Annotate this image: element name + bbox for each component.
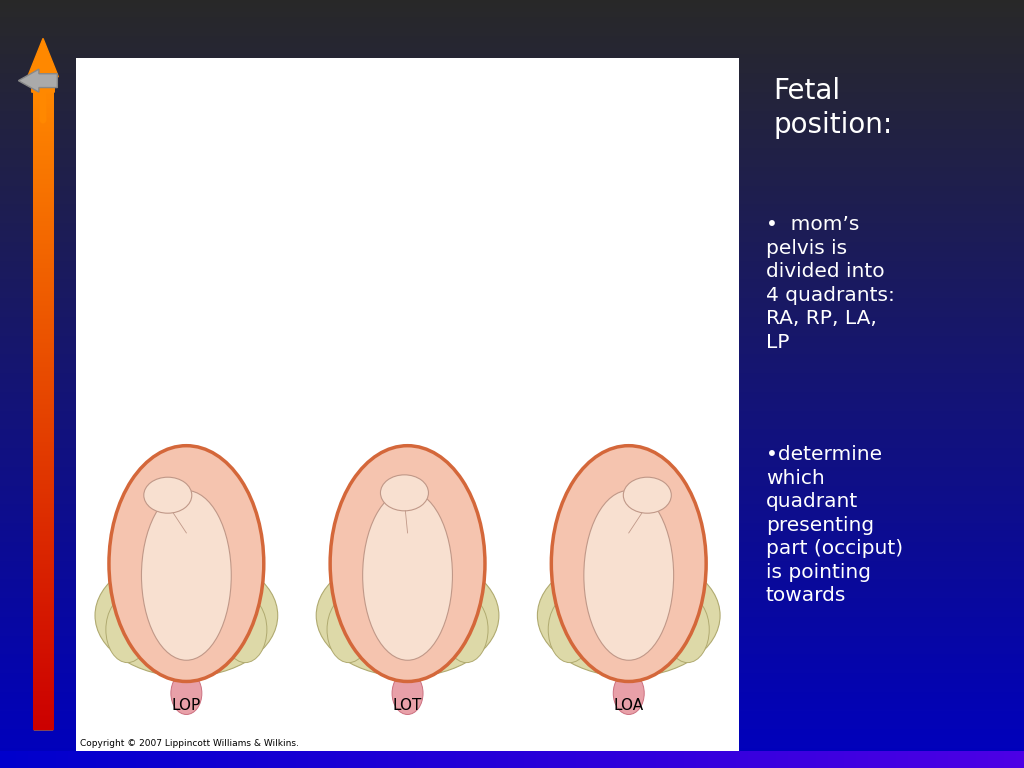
Ellipse shape — [392, 672, 423, 714]
Text: •  mom’s
pelvis is
divided into
4 quadrants:
RA, RP, LA,
LP: • mom’s pelvis is divided into 4 quadran… — [766, 215, 895, 352]
Ellipse shape — [666, 597, 710, 663]
Text: •determine
which
quadrant
presenting
part (occiput)
is pointing
towards: •determine which quadrant presenting par… — [766, 445, 903, 605]
Ellipse shape — [109, 445, 264, 681]
Ellipse shape — [141, 491, 231, 660]
FancyArrow shape — [28, 38, 58, 92]
Ellipse shape — [105, 597, 150, 663]
Ellipse shape — [613, 672, 644, 714]
Ellipse shape — [362, 491, 453, 660]
Ellipse shape — [548, 597, 592, 663]
FancyArrow shape — [18, 69, 57, 92]
Text: Copyright © 2007 Lippincott Williams & Wilkins.: Copyright © 2007 Lippincott Williams & W… — [80, 739, 299, 748]
Text: LOP: LOP — [172, 698, 201, 713]
Ellipse shape — [316, 554, 499, 677]
Ellipse shape — [223, 597, 267, 663]
Ellipse shape — [584, 491, 674, 660]
Text: LOT: LOT — [393, 698, 422, 713]
Ellipse shape — [551, 445, 707, 681]
Ellipse shape — [330, 445, 485, 681]
Ellipse shape — [171, 672, 202, 714]
Ellipse shape — [444, 597, 488, 663]
Circle shape — [381, 475, 428, 511]
Circle shape — [143, 477, 191, 513]
Circle shape — [624, 477, 672, 513]
Ellipse shape — [95, 554, 278, 677]
Ellipse shape — [538, 554, 720, 677]
Text: LOA: LOA — [613, 698, 644, 713]
Text: Fetal
position:: Fetal position: — [773, 77, 892, 140]
Ellipse shape — [327, 597, 371, 663]
Bar — [76, 58, 739, 751]
